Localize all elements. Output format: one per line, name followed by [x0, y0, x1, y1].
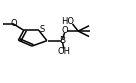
Text: B: B [59, 36, 66, 45]
Text: HO: HO [61, 17, 74, 26]
Text: OH: OH [57, 47, 70, 56]
Text: O: O [11, 19, 17, 28]
Text: O: O [61, 26, 68, 35]
Text: S: S [40, 25, 45, 34]
